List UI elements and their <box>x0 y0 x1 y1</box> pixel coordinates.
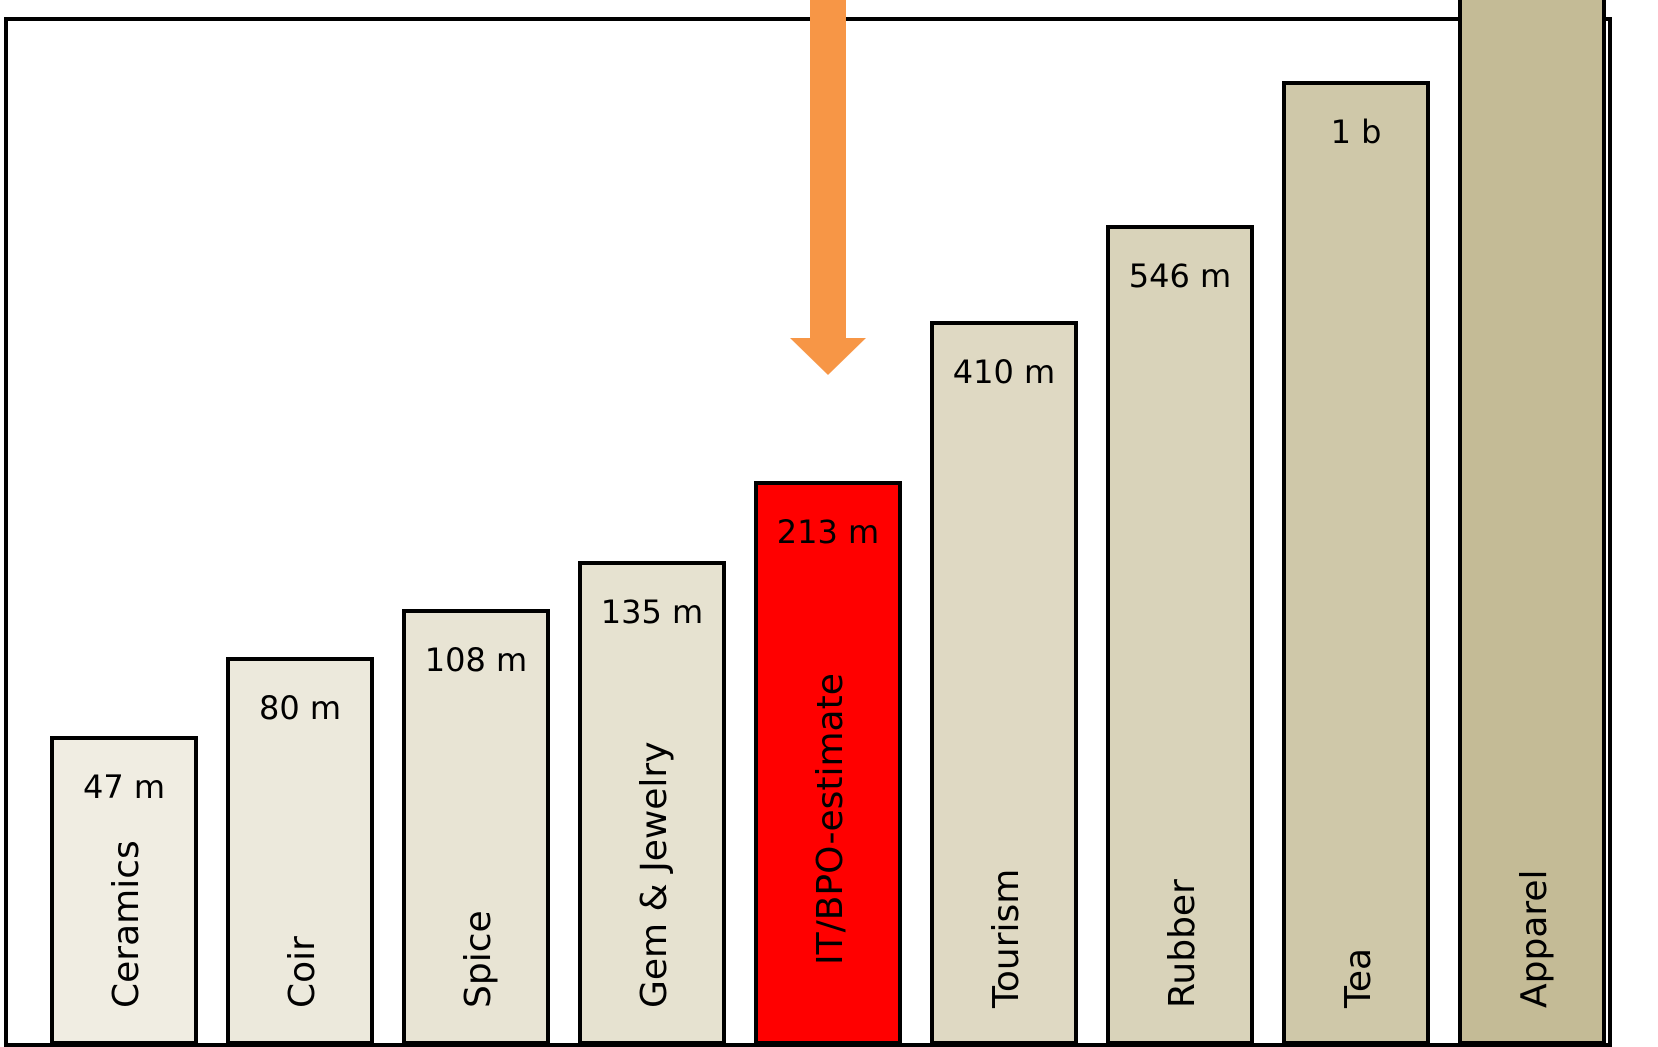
category-label-rubber: Rubber <box>1162 879 1203 1008</box>
category-label-apparel: Apparel <box>1514 869 1555 1008</box>
bar-rubber <box>1106 225 1254 1045</box>
value-label-ceramics: 47 m <box>83 768 165 806</box>
bar-coir <box>226 657 374 1045</box>
value-label-it-bpo-estimate: 213 m <box>777 513 879 551</box>
value-label-tourism: 410 m <box>953 353 1055 391</box>
category-label-ceramics: Ceramics <box>106 840 147 1008</box>
highlight-arrow <box>790 0 866 375</box>
bars-layer <box>50 0 1606 1045</box>
value-label-tea: 1 b <box>1331 113 1382 151</box>
category-label-coir: Coir <box>282 936 323 1008</box>
labels-layer: 47 m Ceramics 80 m Coir 108 m Spice 135 m Gem &… <box>83 113 1555 1009</box>
value-label-rubber: 546 m <box>1129 257 1231 295</box>
bar-ceramics <box>50 736 198 1045</box>
bar-gem-jewelry <box>578 561 726 1045</box>
category-label-tea: Tea <box>1338 948 1379 1009</box>
value-label-coir: 80 m <box>259 689 341 727</box>
bar-tourism <box>930 321 1078 1045</box>
arrow-shaft <box>810 0 846 340</box>
bar-tea <box>1282 81 1430 1045</box>
bar-it-bpo-estimate <box>754 481 902 1045</box>
bar-apparel <box>1458 0 1606 1045</box>
category-label-gem-jewelry: Gem & Jewelry <box>634 741 675 1008</box>
category-label-spice: Spice <box>458 910 499 1008</box>
bar-spice <box>402 609 550 1045</box>
arrow-head <box>790 338 866 375</box>
value-label-gem-jewelry: 135 m <box>601 593 703 631</box>
value-label-spice: 108 m <box>425 641 527 679</box>
category-label-it-bpo-estimate: IT/BPO-estimate <box>810 673 851 965</box>
category-label-tourism: Tourism <box>986 869 1027 1009</box>
